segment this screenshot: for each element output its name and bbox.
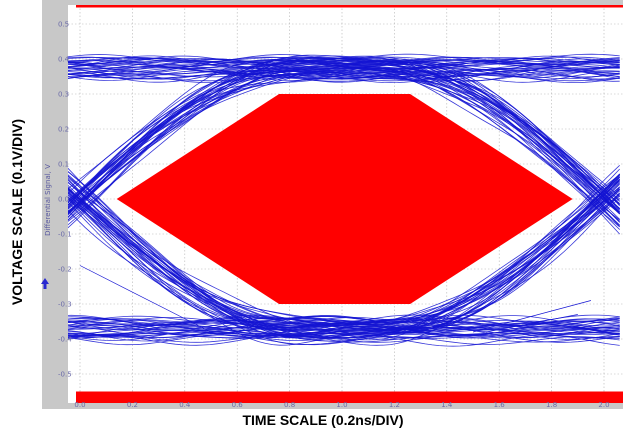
trace-line (68, 179, 620, 335)
y-tick-label: -0.1 (58, 231, 72, 239)
trace-line (68, 60, 620, 210)
x-tick-label: 1.4 (441, 401, 453, 409)
trace-line (68, 70, 620, 214)
trace-line (68, 332, 620, 338)
mask-top-band (76, 5, 623, 8)
signal-traces (68, 53, 620, 347)
y-tick-label: 0.5 (58, 21, 69, 29)
y-tick-label: 0.4 (58, 56, 70, 64)
x-tick-label: 1.8 (546, 401, 557, 409)
trace-line (68, 333, 620, 343)
trace-line (68, 71, 620, 83)
x-tick-labels: 0.0 0.2 0.4 0.6 0.8 1.0 1.2 1.4 1.6 1.8 2.0 (74, 401, 609, 409)
trace-line (68, 55, 620, 67)
trace-line (68, 70, 620, 228)
trace-line (68, 67, 620, 223)
trace-line (68, 188, 620, 332)
y-tick-label: 0.3 (58, 91, 69, 99)
trace-line (68, 194, 620, 335)
trace-line (68, 179, 620, 340)
trace-line (68, 68, 620, 209)
trace-line (68, 181, 620, 332)
trace-line (68, 209, 620, 347)
mask-center-polygon (116, 94, 573, 304)
trace-line (68, 181, 620, 327)
y-tick-label: -0.4 (58, 336, 72, 344)
trace-line (68, 73, 620, 227)
trace-line (68, 176, 620, 326)
x-tick-label: 0.4 (179, 401, 191, 409)
mask-bottom-band (76, 391, 623, 403)
x-tick-label: 2.0 (598, 401, 609, 409)
trace-line (68, 332, 620, 339)
arrow-up-icon (41, 278, 49, 289)
trace-line (486, 314, 578, 333)
trace-line (68, 70, 620, 81)
x-tick-label: 1.2 (389, 401, 400, 409)
x-tick-label: 0.2 (127, 401, 138, 409)
y-tick-label: 0.0 (58, 196, 69, 204)
y-tick-label: -0.3 (58, 301, 72, 309)
trace-line (68, 186, 620, 342)
trace-line (68, 68, 620, 227)
mask-regions (76, 5, 623, 403)
x-tick-label: 0.6 (232, 401, 244, 409)
trace-line (68, 177, 620, 324)
trace-line (68, 61, 620, 69)
inner-y-label: Differential Signal, V (44, 164, 52, 236)
y-axis-title: VOLTAGE SCALE (0.1V/DIV) (9, 119, 25, 305)
trace-line (68, 62, 620, 201)
trace-line (68, 68, 620, 215)
trace-line (68, 74, 620, 82)
x-tick-label: 0.8 (284, 401, 295, 409)
trace-line (68, 191, 620, 336)
trace-line (68, 56, 620, 206)
trace-line (68, 178, 620, 338)
trace-line (68, 59, 620, 211)
x-tick-label: 1.0 (336, 401, 347, 409)
x-tick-label: 0.0 (74, 401, 85, 409)
y-tick-label: -0.5 (58, 371, 72, 379)
y-tick-label: 0.2 (58, 126, 69, 134)
y-tick-label: 0.1 (58, 161, 69, 169)
y-tick-labels: 0.5 0.4 0.3 0.2 0.1 0.0 -0.1 -0.2 -0.3 -0.4 -0.5 (58, 21, 72, 379)
trace-line (472, 300, 591, 333)
trace-line (68, 63, 620, 214)
trace-line (68, 168, 620, 326)
trace-line (68, 195, 620, 338)
y-tick-label: -0.2 (58, 266, 72, 274)
x-tick-label: 1.6 (494, 401, 506, 409)
trace-line (68, 178, 620, 326)
trace-line (68, 57, 620, 68)
x-axis-title: TIME SCALE (0.2ns/DIV) (242, 412, 403, 428)
trace-line (68, 54, 620, 204)
trace-line (68, 318, 620, 331)
trace-line (79, 265, 212, 333)
trace-line (68, 190, 620, 328)
trace-line (68, 192, 620, 346)
